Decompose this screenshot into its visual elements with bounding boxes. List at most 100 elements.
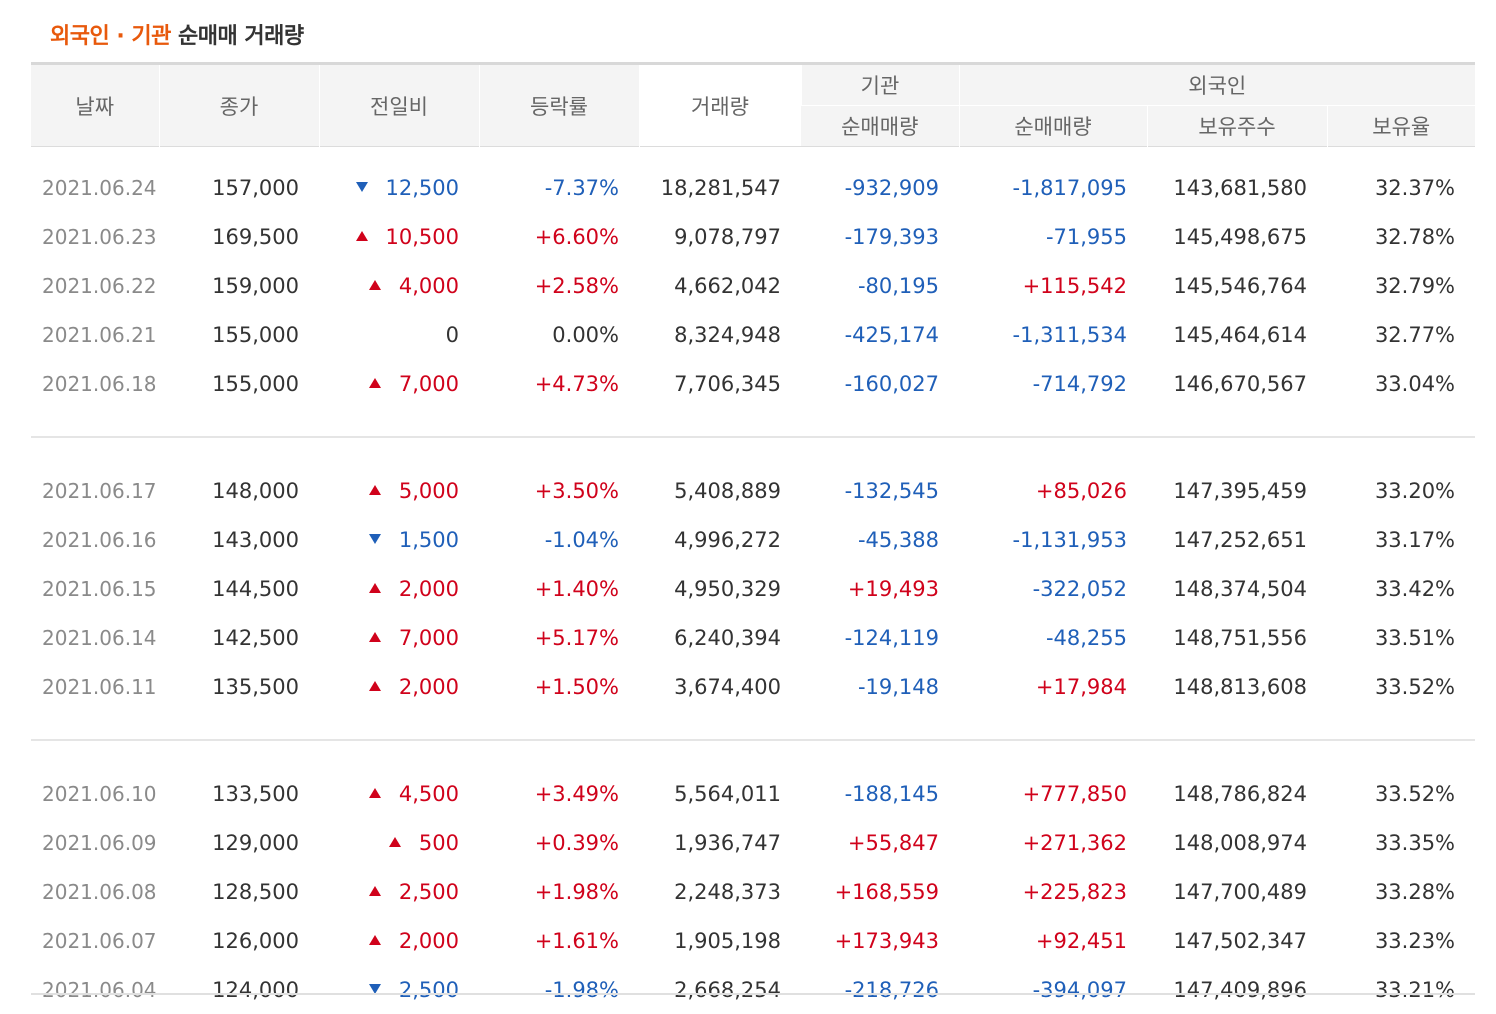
cell-change: 7,000 bbox=[319, 613, 479, 662]
header-foreign-hold: 보유주수 bbox=[1147, 106, 1327, 147]
trading-table: 날짜 종가 전일비 등락률 거래량 기관 외국인 순매매량 순매매량 보유주수 … bbox=[31, 62, 1475, 1014]
arrow-up-icon bbox=[369, 632, 381, 642]
cell-foreign-ratio: 33.28% bbox=[1327, 867, 1475, 916]
cell-rate: +6.60% bbox=[479, 212, 639, 261]
cell-inst-net: -45,388 bbox=[801, 515, 959, 564]
arrow-up-icon bbox=[369, 886, 381, 896]
header-inst-net: 순매매량 bbox=[801, 106, 959, 147]
cell-rate: +2.58% bbox=[479, 261, 639, 310]
cell-inst-net: -179,393 bbox=[801, 212, 959, 261]
section-title-highlight: 외국인 · 기관 bbox=[50, 24, 171, 49]
change-value: 1,500 bbox=[399, 528, 459, 552]
change-value: 5,000 bbox=[399, 479, 459, 503]
cell-inst-net: +168,559 bbox=[801, 867, 959, 916]
change-value: 4,500 bbox=[399, 782, 459, 806]
arrow-up-icon bbox=[369, 935, 381, 945]
cell-foreign-ratio: 33.20% bbox=[1327, 466, 1475, 515]
change-value: 10,500 bbox=[386, 225, 459, 249]
cell-inst-net: -160,027 bbox=[801, 359, 959, 408]
cell-foreign-ratio: 33.35% bbox=[1327, 818, 1475, 867]
cell-inst-net: +55,847 bbox=[801, 818, 959, 867]
cell-foreign-net: -71,955 bbox=[959, 212, 1147, 261]
cell-date: 2021.06.07 bbox=[31, 916, 159, 965]
cell-foreign-ratio: 33.04% bbox=[1327, 359, 1475, 408]
header-volume: 거래량 bbox=[639, 64, 801, 147]
cell-foreign-hold: 148,374,504 bbox=[1147, 564, 1327, 613]
group-divider bbox=[31, 408, 1475, 437]
cell-rate: +1.50% bbox=[479, 662, 639, 711]
cell-foreign-hold: 148,813,608 bbox=[1147, 662, 1327, 711]
change-value: 500 bbox=[419, 831, 459, 855]
cell-volume: 5,564,011 bbox=[639, 769, 801, 818]
cell-rate: +3.49% bbox=[479, 769, 639, 818]
change-value: 7,000 bbox=[399, 372, 459, 396]
cell-foreign-net: +92,451 bbox=[959, 916, 1147, 965]
cell-close: 143,000 bbox=[159, 515, 319, 564]
group-spacer bbox=[31, 740, 1475, 769]
cell-foreign-ratio: 32.79% bbox=[1327, 261, 1475, 310]
cell-foreign-hold: 145,546,764 bbox=[1147, 261, 1327, 310]
cell-change: 4,500 bbox=[319, 769, 479, 818]
arrow-down-icon bbox=[369, 534, 381, 544]
table-bottom-border bbox=[31, 993, 1475, 995]
cell-foreign-ratio: 33.42% bbox=[1327, 564, 1475, 613]
cell-change: 1,500 bbox=[319, 515, 479, 564]
cell-foreign-hold: 147,395,459 bbox=[1147, 466, 1327, 515]
change-value: 2,000 bbox=[399, 929, 459, 953]
header-date: 날짜 bbox=[31, 64, 159, 147]
cell-inst-net: -124,119 bbox=[801, 613, 959, 662]
cell-change: 12,500 bbox=[319, 163, 479, 212]
change-value: 12,500 bbox=[386, 176, 459, 200]
cell-foreign-ratio: 33.52% bbox=[1327, 769, 1475, 818]
group-divider bbox=[31, 711, 1475, 740]
cell-date: 2021.06.10 bbox=[31, 769, 159, 818]
cell-date: 2021.06.08 bbox=[31, 867, 159, 916]
cell-close: 133,500 bbox=[159, 769, 319, 818]
cell-inst-net: -188,145 bbox=[801, 769, 959, 818]
cell-foreign-net: -1,817,095 bbox=[959, 163, 1147, 212]
cell-foreign-ratio: 33.17% bbox=[1327, 515, 1475, 564]
cell-rate: +1.61% bbox=[479, 916, 639, 965]
cell-rate: -7.37% bbox=[479, 163, 639, 212]
cell-rate: +5.17% bbox=[479, 613, 639, 662]
cell-change: 2,000 bbox=[319, 564, 479, 613]
section-title: 외국인 · 기관 순매매 거래량 bbox=[50, 18, 304, 50]
cell-rate: +1.98% bbox=[479, 867, 639, 916]
arrow-up-icon bbox=[369, 583, 381, 593]
cell-foreign-hold: 148,008,974 bbox=[1147, 818, 1327, 867]
cell-close: 159,000 bbox=[159, 261, 319, 310]
cell-inst-net: -932,909 bbox=[801, 163, 959, 212]
arrow-up-icon bbox=[369, 788, 381, 798]
cell-foreign-hold: 148,786,824 bbox=[1147, 769, 1327, 818]
cell-close: 124,000 bbox=[159, 965, 319, 1014]
cell-date: 2021.06.09 bbox=[31, 818, 159, 867]
cell-volume: 3,674,400 bbox=[639, 662, 801, 711]
cell-date: 2021.06.14 bbox=[31, 613, 159, 662]
cell-volume: 6,240,394 bbox=[639, 613, 801, 662]
cell-volume: 4,950,329 bbox=[639, 564, 801, 613]
cell-change: 5,000 bbox=[319, 466, 479, 515]
change-value: 2,000 bbox=[399, 577, 459, 601]
cell-volume: 2,248,373 bbox=[639, 867, 801, 916]
cell-rate: +0.39% bbox=[479, 818, 639, 867]
cell-foreign-net: -322,052 bbox=[959, 564, 1147, 613]
cell-close: 155,000 bbox=[159, 359, 319, 408]
cell-change: 0 bbox=[319, 310, 479, 359]
arrow-up-icon bbox=[369, 378, 381, 388]
header-rate: 등락률 bbox=[479, 64, 639, 147]
cell-date: 2021.06.04 bbox=[31, 965, 159, 1014]
cell-foreign-hold: 147,409,896 bbox=[1147, 965, 1327, 1014]
cell-foreign-net: -48,255 bbox=[959, 613, 1147, 662]
cell-foreign-net: +271,362 bbox=[959, 818, 1147, 867]
cell-date: 2021.06.16 bbox=[31, 515, 159, 564]
cell-foreign-net: +777,850 bbox=[959, 769, 1147, 818]
cell-volume: 7,706,345 bbox=[639, 359, 801, 408]
header-institution: 기관 bbox=[801, 64, 959, 106]
